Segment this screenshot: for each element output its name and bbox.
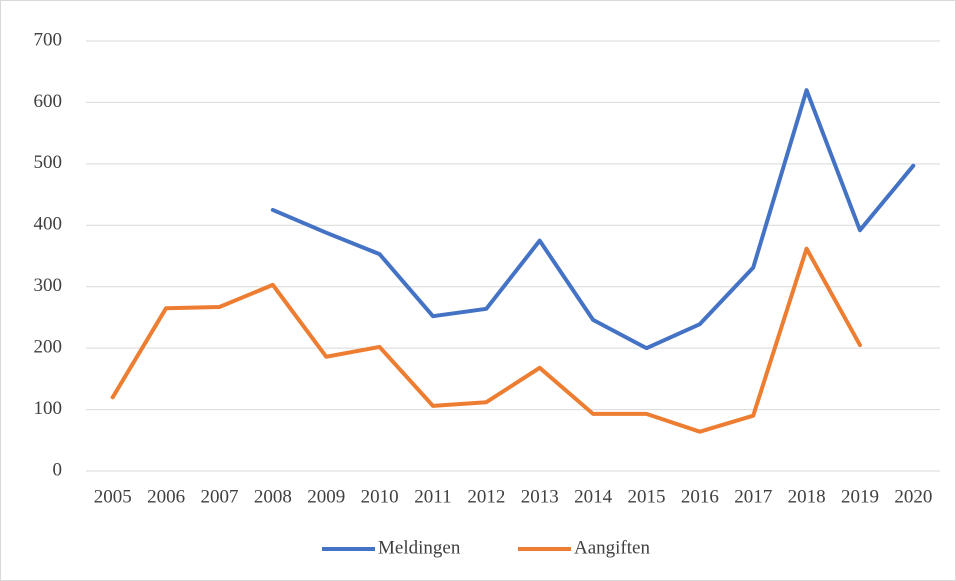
x-tick-label: 2011 [414,486,451,507]
x-tick-label: 2005 [94,486,132,507]
x-tick-label: 2009 [307,486,345,507]
y-tick-label: 0 [53,459,63,480]
legend-label: Meldingen [378,537,461,558]
legend-label: Aangiften [574,537,650,558]
x-tick-label: 2020 [894,486,932,507]
y-tick-label: 400 [34,214,63,235]
x-tick-label: 2013 [521,486,559,507]
x-tick-label: 2007 [200,486,238,507]
x-tick-label: 2015 [627,486,665,507]
y-tick-label: 300 [34,275,63,296]
series-line [110,246,862,434]
x-tick-label: 2019 [841,486,879,507]
y-tick-label: 700 [34,29,63,50]
y-tick-label: 500 [34,152,63,173]
x-tick-label: 2010 [361,486,399,507]
y-tick-label: 200 [34,337,63,358]
y-tick-label: 100 [34,398,63,419]
x-tick-label: 2017 [734,486,772,507]
x-tick-label: 2018 [788,486,826,507]
x-tick-label: 2012 [467,486,505,507]
x-tick-label: 2006 [147,486,185,507]
x-tick-label: 2014 [574,486,613,507]
series-line [270,88,916,351]
y-tick-label: 600 [34,91,63,112]
x-tick-label: 2016 [681,486,719,507]
x-tick-label: 2008 [254,486,292,507]
